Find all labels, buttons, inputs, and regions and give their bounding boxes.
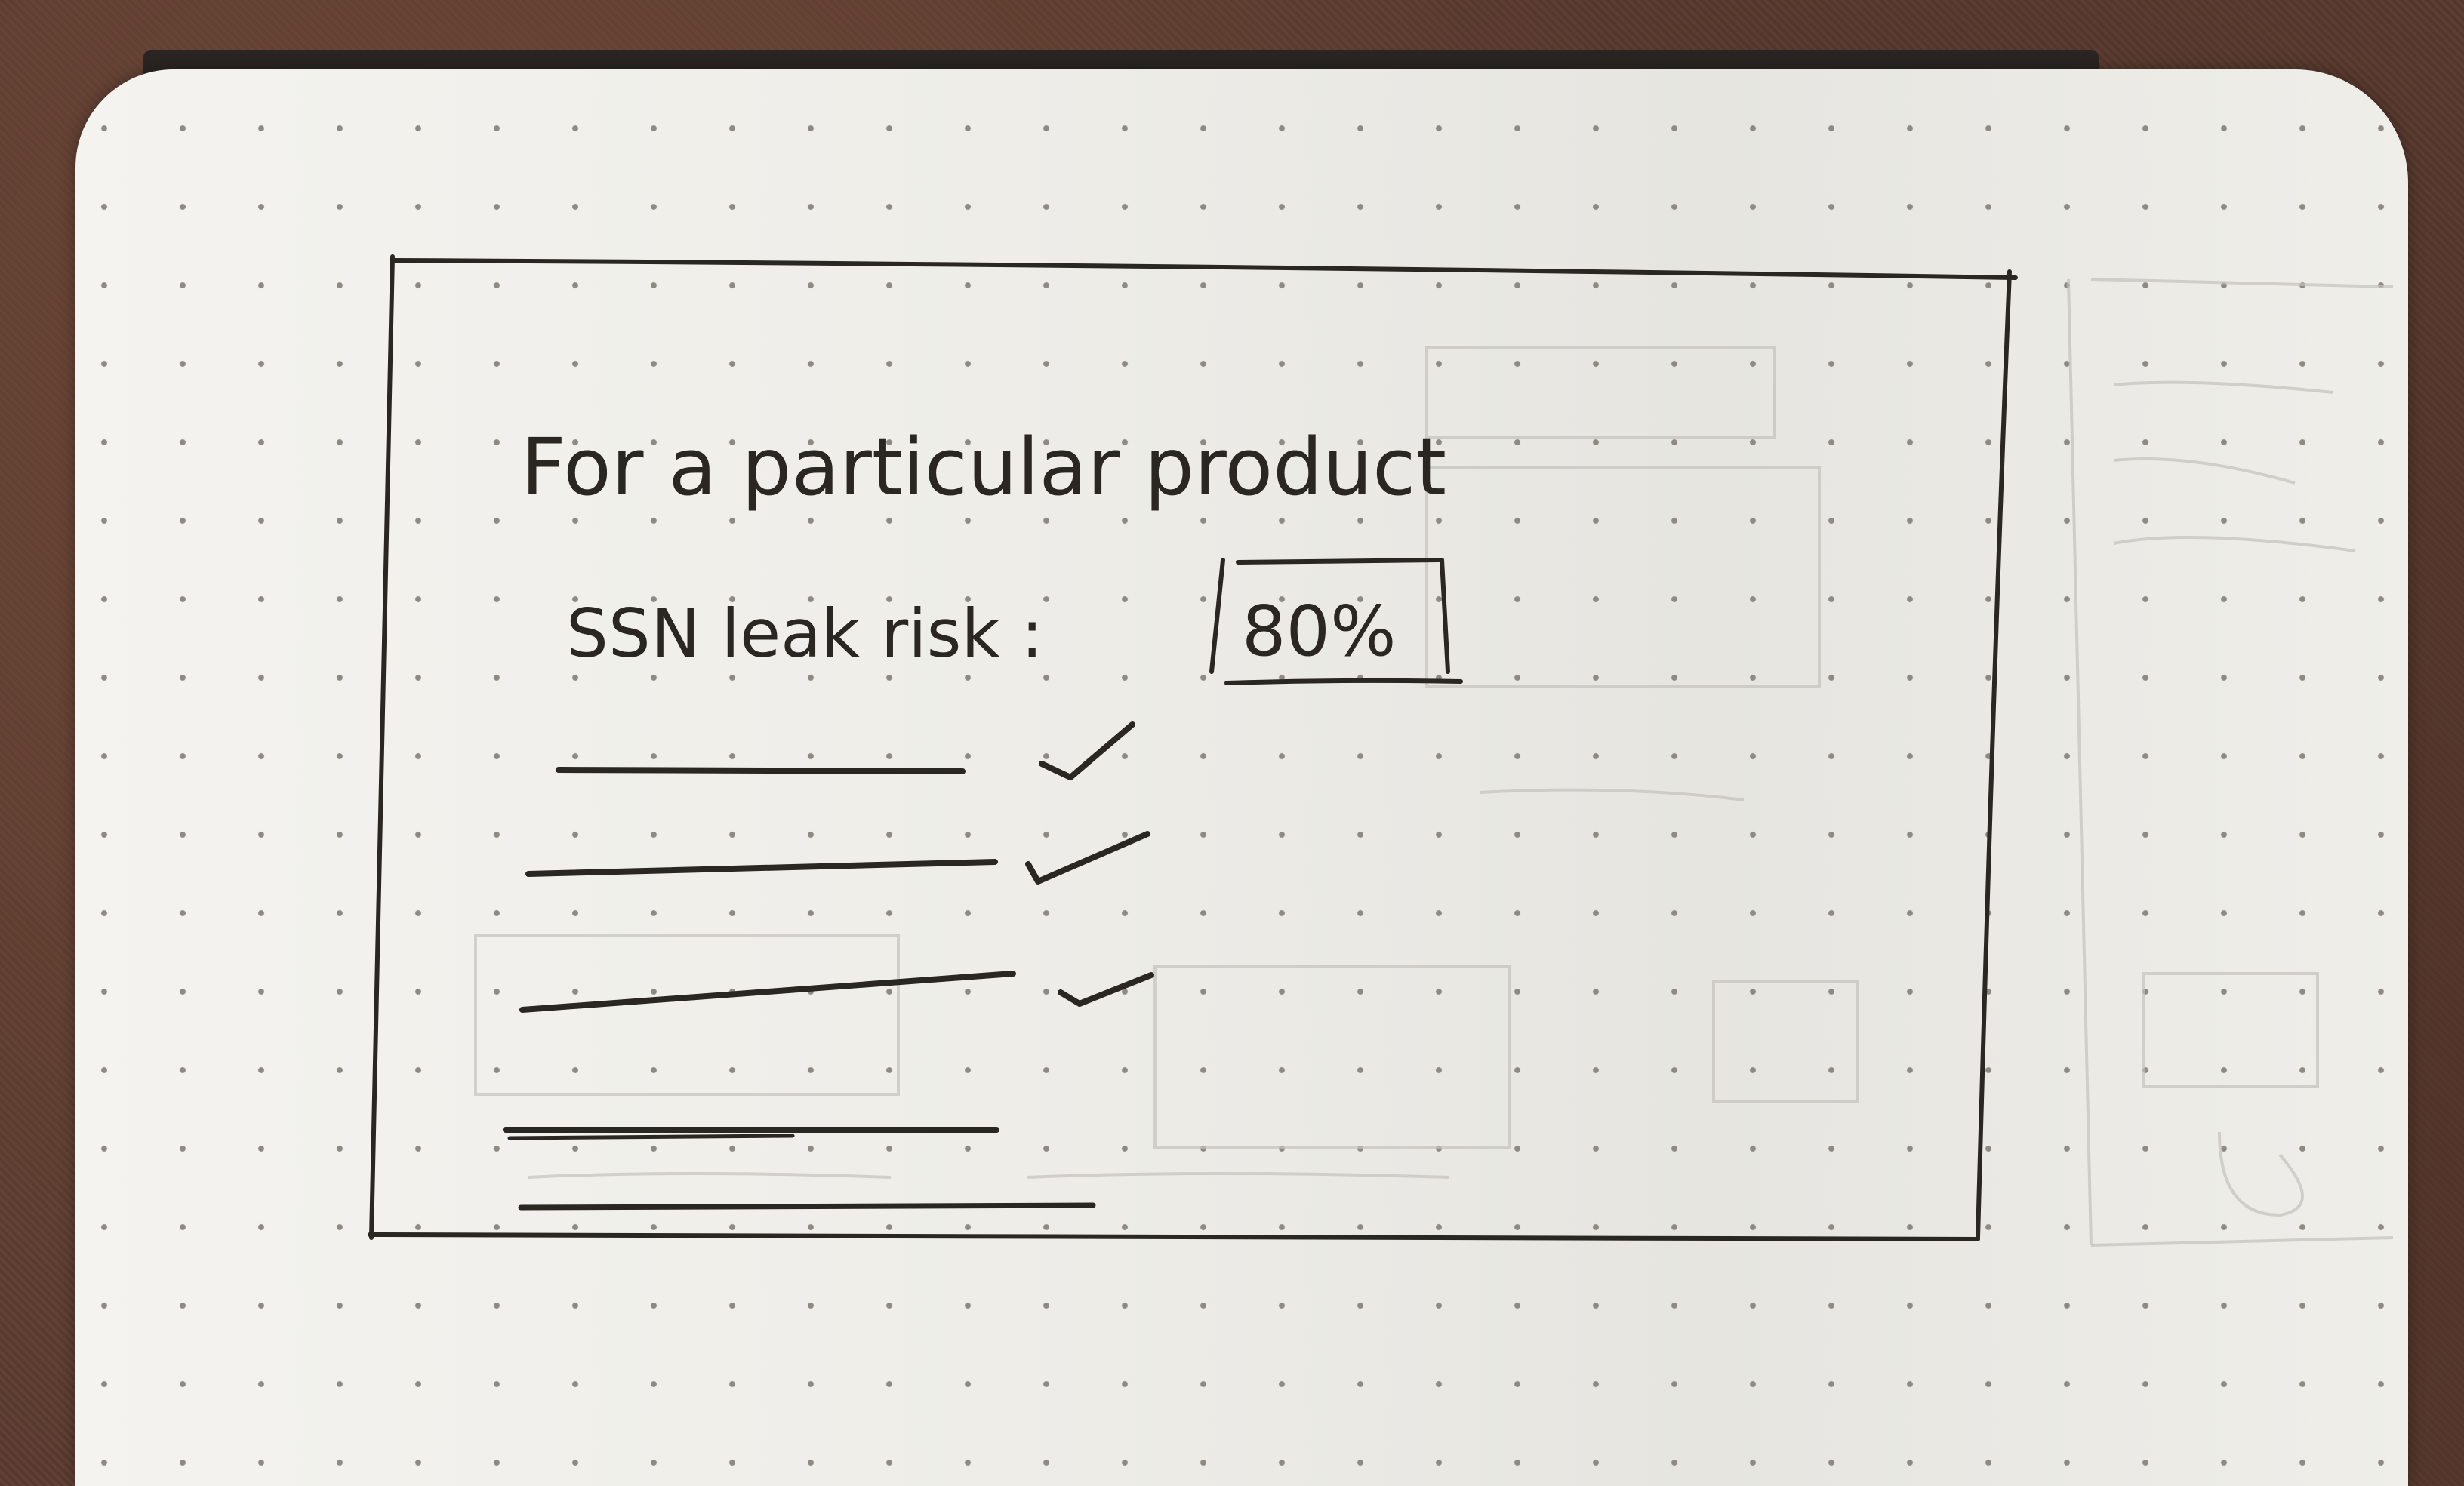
risk-value-box: 80%: [1209, 558, 1463, 685]
checklist-item: [503, 1127, 999, 1140]
checklist-item: [525, 831, 1150, 885]
sketch-heading: For a particular product: [521, 421, 1446, 513]
dot-grid-paper: [75, 69, 2408, 1486]
check-mark-icon: [1058, 972, 1154, 1007]
ssn-risk-label: SSN leak risk :: [566, 595, 1043, 672]
check-mark-icon: [1025, 831, 1150, 885]
check-mark-icon: [1039, 721, 1135, 780]
checklist: [503, 721, 1154, 1211]
checklist-item: [519, 971, 1154, 1013]
risk-value: 80%: [1242, 591, 1396, 672]
checklist-item: [556, 721, 1135, 780]
checklist-item: [518, 1202, 1096, 1211]
sketch-frame: [368, 254, 2018, 1241]
